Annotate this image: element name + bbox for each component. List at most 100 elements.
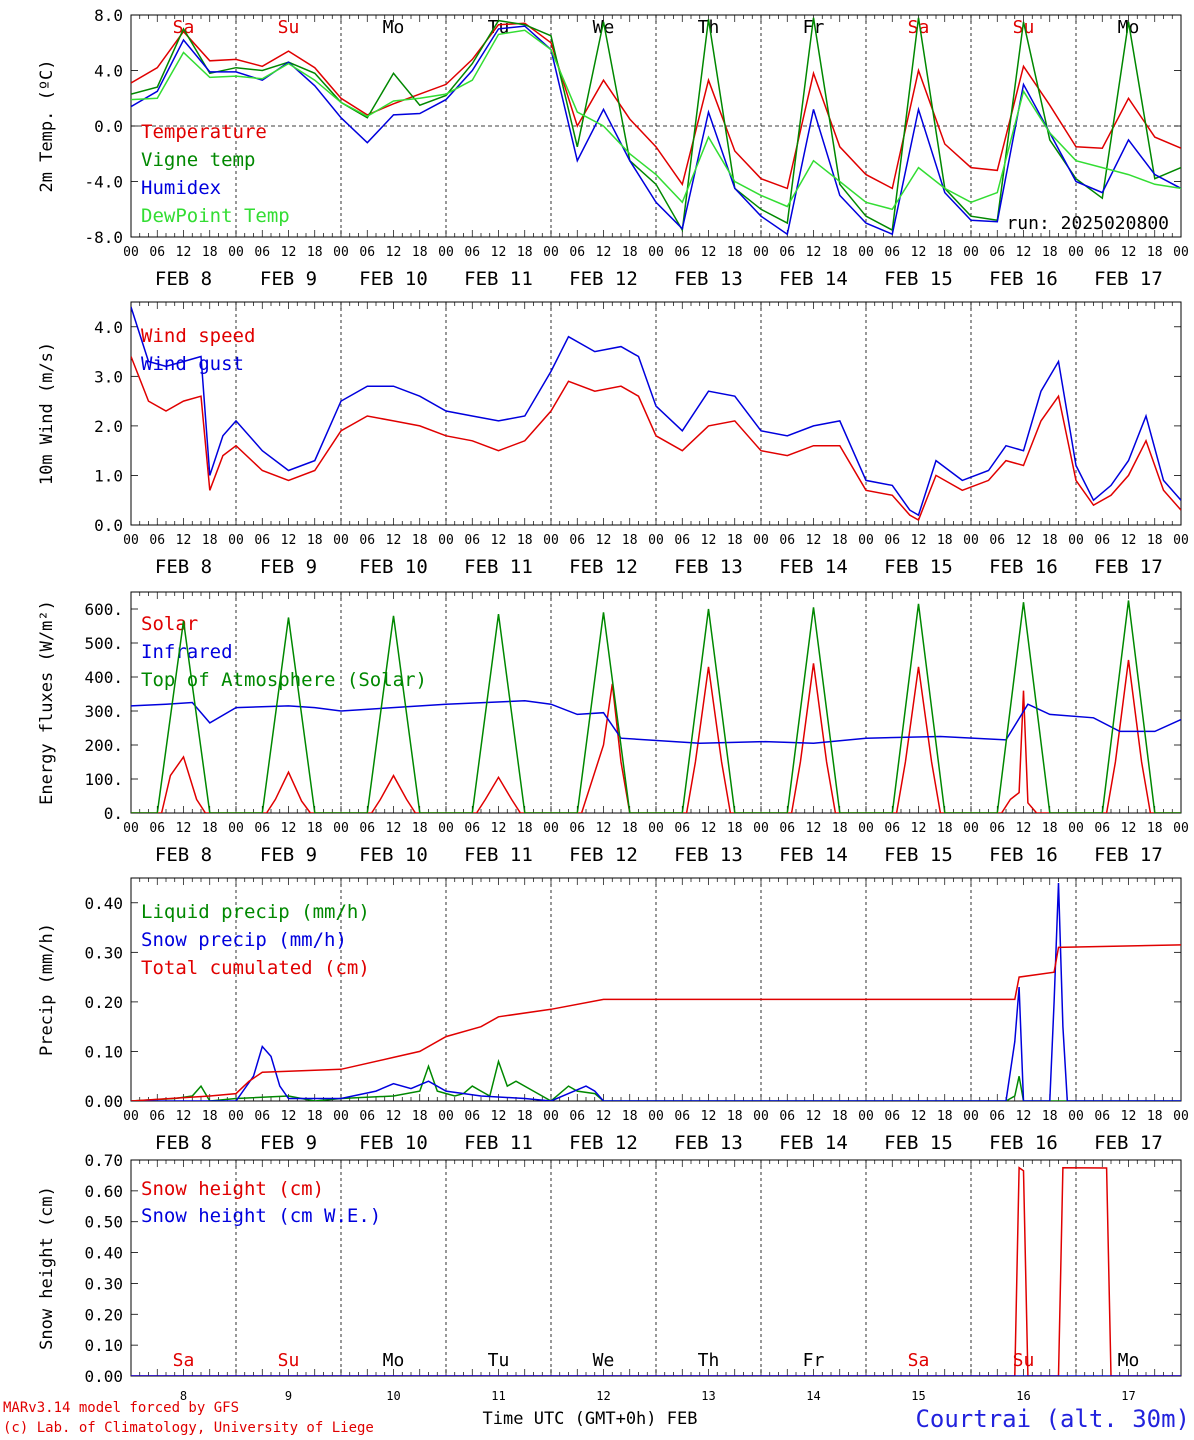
x-hour-label: 06 (779, 1109, 795, 1124)
day-name-label: Mo (1118, 17, 1140, 38)
y-tick-label: 4.0 (94, 62, 123, 81)
x-hour-label: 06 (779, 821, 795, 836)
day-name-label: Mo (383, 1350, 405, 1371)
x-hour-label: 18 (622, 533, 638, 548)
x-hour-label: 00 (438, 245, 454, 260)
y-tick-label: 200. (84, 736, 123, 755)
series-line-1 (131, 1166, 1181, 1376)
x-hour-label: 18 (517, 1109, 533, 1124)
x-hour-label: 06 (149, 821, 165, 836)
panel-5: 0.70 0.60 0.50 0.40 0.30 0.20 0.10 0.00 Snow hei… (37, 1151, 1182, 1403)
legend-entry-4: DewPoint Temp (141, 205, 290, 227)
x-hour-label: 18 (202, 533, 218, 548)
x-hour-label: 12 (386, 821, 402, 836)
x-hour-label: 18 (832, 245, 848, 260)
x-date-label: FEB 13 (674, 1132, 743, 1154)
x-hour-label: 06 (779, 533, 795, 548)
x-hour-label: 00 (963, 821, 979, 836)
x-hour-label: 00 (753, 821, 769, 836)
x-hour-label: 12 (1016, 1109, 1032, 1124)
x-date-label: FEB 16 (989, 1132, 1058, 1154)
x-hour-label: 18 (727, 1109, 743, 1124)
x-date-label: FEB 14 (779, 844, 848, 866)
x-hour-label: 06 (674, 821, 690, 836)
x-hour-label: 12 (176, 1109, 192, 1124)
x-hour-label: 00 (1068, 821, 1084, 836)
x-date-label: FEB 12 (569, 268, 638, 290)
x-hour-label: 12 (701, 821, 717, 836)
x-hour-label: 00 (963, 533, 979, 548)
x-hour-label: 06 (989, 533, 1005, 548)
x-hour-label: 06 (674, 245, 690, 260)
x-hour-label: 12 (911, 533, 927, 548)
y-tick-label: 2.0 (94, 417, 123, 436)
x-hour-label: 12 (281, 245, 297, 260)
x-hour-label: 00 (123, 1109, 139, 1124)
x-date-label: FEB 10 (359, 1132, 428, 1154)
x-hour-label: 00 (333, 245, 349, 260)
x-hour-label: 12 (596, 533, 612, 548)
x-hour-label: 00 (543, 821, 559, 836)
y-axis-label: Snow height (cm) (37, 1186, 57, 1350)
x-hour-label: 06 (464, 1109, 480, 1124)
x-hour-label: 00 (228, 1109, 244, 1124)
x-hour-label: 18 (412, 245, 428, 260)
x-hour-label: 00 (963, 1109, 979, 1124)
x-hour-label: 00 (333, 821, 349, 836)
x-hour-label: 18 (307, 1109, 323, 1124)
day-number-label: 11 (491, 1389, 505, 1403)
x-date-label: FEB 10 (359, 844, 428, 866)
x-hour-label: 06 (359, 533, 375, 548)
y-tick-label: 0.50 (84, 1213, 123, 1232)
x-hour-label: 18 (727, 821, 743, 836)
x-hour-label: 18 (937, 245, 953, 260)
x-hour-label: 06 (359, 245, 375, 260)
x-hour-label: 06 (359, 1109, 375, 1124)
x-hour-label: 18 (517, 821, 533, 836)
x-hour-label: 06 (989, 245, 1005, 260)
x-date-label: FEB 14 (779, 1132, 848, 1154)
panel-4: 0.40 0.30 0.20 0.10 0.00 Precip (mm/h) 00 06 12 1… (37, 877, 1189, 1154)
y-tick-label: 4.0 (94, 318, 123, 337)
run-label: run: 2025020800 (1006, 213, 1169, 234)
y-axis-label: 2m Temp. (ºC) (37, 59, 57, 192)
x-hour-label: 06 (254, 533, 270, 548)
panels: 8.0 4.0 0.0 -4.0 -8.0 2m Temp. (ºC) 00 06 12 18 00… (37, 6, 1189, 1403)
x-hour-label: 06 (884, 821, 900, 836)
y-tick-label: 8.0 (94, 6, 123, 25)
x-hour-label: 06 (149, 245, 165, 260)
footer-left-line2: (c) Lab. of Climatology, University of L… (3, 1420, 374, 1436)
day-number-label: 13 (701, 1389, 715, 1403)
x-hour-label: 12 (1016, 533, 1032, 548)
x-hour-label: 18 (412, 533, 428, 548)
x-date-label: FEB 9 (260, 1132, 317, 1154)
series-line-1 (131, 659, 1181, 813)
day-number-label: 12 (596, 1389, 610, 1403)
x-hour-label: 00 (1173, 1109, 1189, 1124)
x-date-label: FEB 10 (359, 268, 428, 290)
x-hour-label: 00 (333, 533, 349, 548)
y-tick-label: 0.30 (84, 943, 123, 962)
x-hour-label: 00 (1173, 533, 1189, 548)
x-hour-label: 00 (858, 821, 874, 836)
x-hour-label: 18 (1147, 245, 1163, 260)
x-hour-label: 12 (806, 533, 822, 548)
x-hour-label: 12 (911, 1109, 927, 1124)
x-hour-label: 06 (569, 245, 585, 260)
series-line-2 (131, 17, 1181, 233)
x-hour-label: 12 (386, 245, 402, 260)
x-date-label: FEB 9 (260, 268, 317, 290)
day-name-label: Th (698, 1350, 720, 1371)
day-name-label: Su (1013, 1350, 1035, 1371)
legend-entry-1: Temperature (141, 121, 267, 143)
x-hour-label: 00 (438, 533, 454, 548)
series-line-1 (131, 356, 1181, 522)
x-date-label: FEB 11 (464, 844, 533, 866)
x-hour-label: 00 (228, 821, 244, 836)
day-name-label: Sa (908, 1350, 930, 1371)
x-hour-label: 06 (674, 533, 690, 548)
day-number-label: 14 (806, 1389, 820, 1403)
y-axis-label: Energy fluxes (W/m²) (37, 600, 57, 805)
x-date-label: FEB 13 (674, 556, 743, 578)
